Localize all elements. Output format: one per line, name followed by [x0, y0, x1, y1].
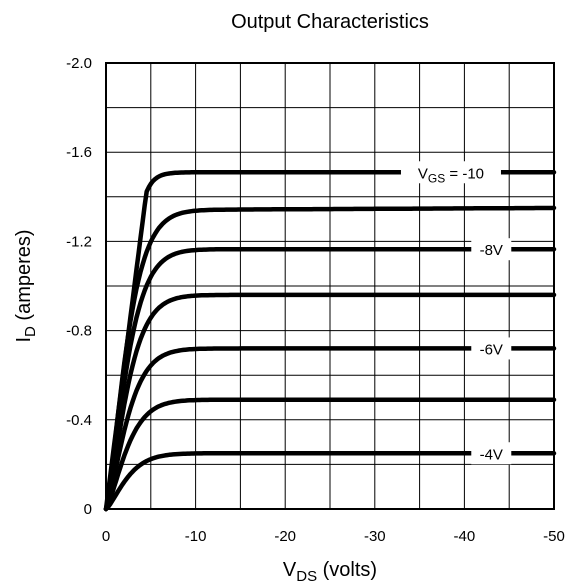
- y-axis-label-sub: D: [22, 326, 39, 337]
- x-tick-label: -50: [543, 528, 565, 545]
- chart-title: Output Characteristics: [231, 11, 429, 33]
- y-tick-label: 0: [84, 501, 92, 518]
- curve-label-4: -4V: [480, 446, 503, 463]
- curve-label-3: -6V: [480, 341, 503, 358]
- x-tick-label: -30: [364, 528, 386, 545]
- curve-label-bg: [471, 442, 512, 465]
- curve-label-rest: -8V: [480, 242, 503, 259]
- grid: [106, 63, 554, 509]
- x-tick-label: -20: [274, 528, 296, 545]
- curve-label-sub: GS: [428, 171, 445, 185]
- y-tick-label: -0.4: [66, 412, 92, 429]
- y-tick-label: -0.8: [66, 323, 92, 340]
- x-axis-label-sub: DS: [296, 568, 317, 581]
- y-axis-label-rest: (amperes): [13, 229, 35, 326]
- curve-line-4: [103, 292, 557, 512]
- x-axis-label: VDS (volts): [283, 559, 377, 581]
- x-tick-labels: 0 -10 -20 -30 -40 -50: [102, 528, 565, 545]
- curve-label-1: VGS = -10: [418, 165, 484, 185]
- curve-label-bg: [400, 161, 501, 184]
- x-tick-label: 0: [102, 528, 110, 545]
- x-tick-label: -10: [185, 528, 207, 545]
- y-tick-label: -1.2: [66, 233, 92, 250]
- curve-labels: VGS = -10 -8V -6V -4V: [400, 161, 512, 465]
- y-axis-label: ID (amperes): [13, 229, 39, 342]
- plot-frame: [105, 62, 555, 510]
- curve-label-main: V: [418, 165, 428, 182]
- curve-label-bg: [471, 337, 512, 360]
- y-tick-label: -2.0: [66, 55, 92, 72]
- curve-line-6: [103, 205, 557, 512]
- curve-label-rest: -6V: [480, 341, 503, 358]
- x-axis-label-main: V: [283, 559, 297, 581]
- curve-label-2: -8V: [480, 242, 503, 259]
- y-tick-label: -1.6: [66, 144, 92, 161]
- curve-line-2: [103, 397, 557, 512]
- curve-label-rest: = -10: [445, 165, 484, 182]
- x-axis-label-rest: (volts): [317, 559, 377, 581]
- y-axis-label-main: I: [13, 337, 35, 343]
- y-tick-labels: 0 -0.4 -0.8 -1.2 -1.6 -2.0: [66, 55, 92, 518]
- curve-label-rest: -4V: [480, 446, 503, 463]
- curve-label-bg: [471, 238, 512, 261]
- x-tick-label: -40: [454, 528, 476, 545]
